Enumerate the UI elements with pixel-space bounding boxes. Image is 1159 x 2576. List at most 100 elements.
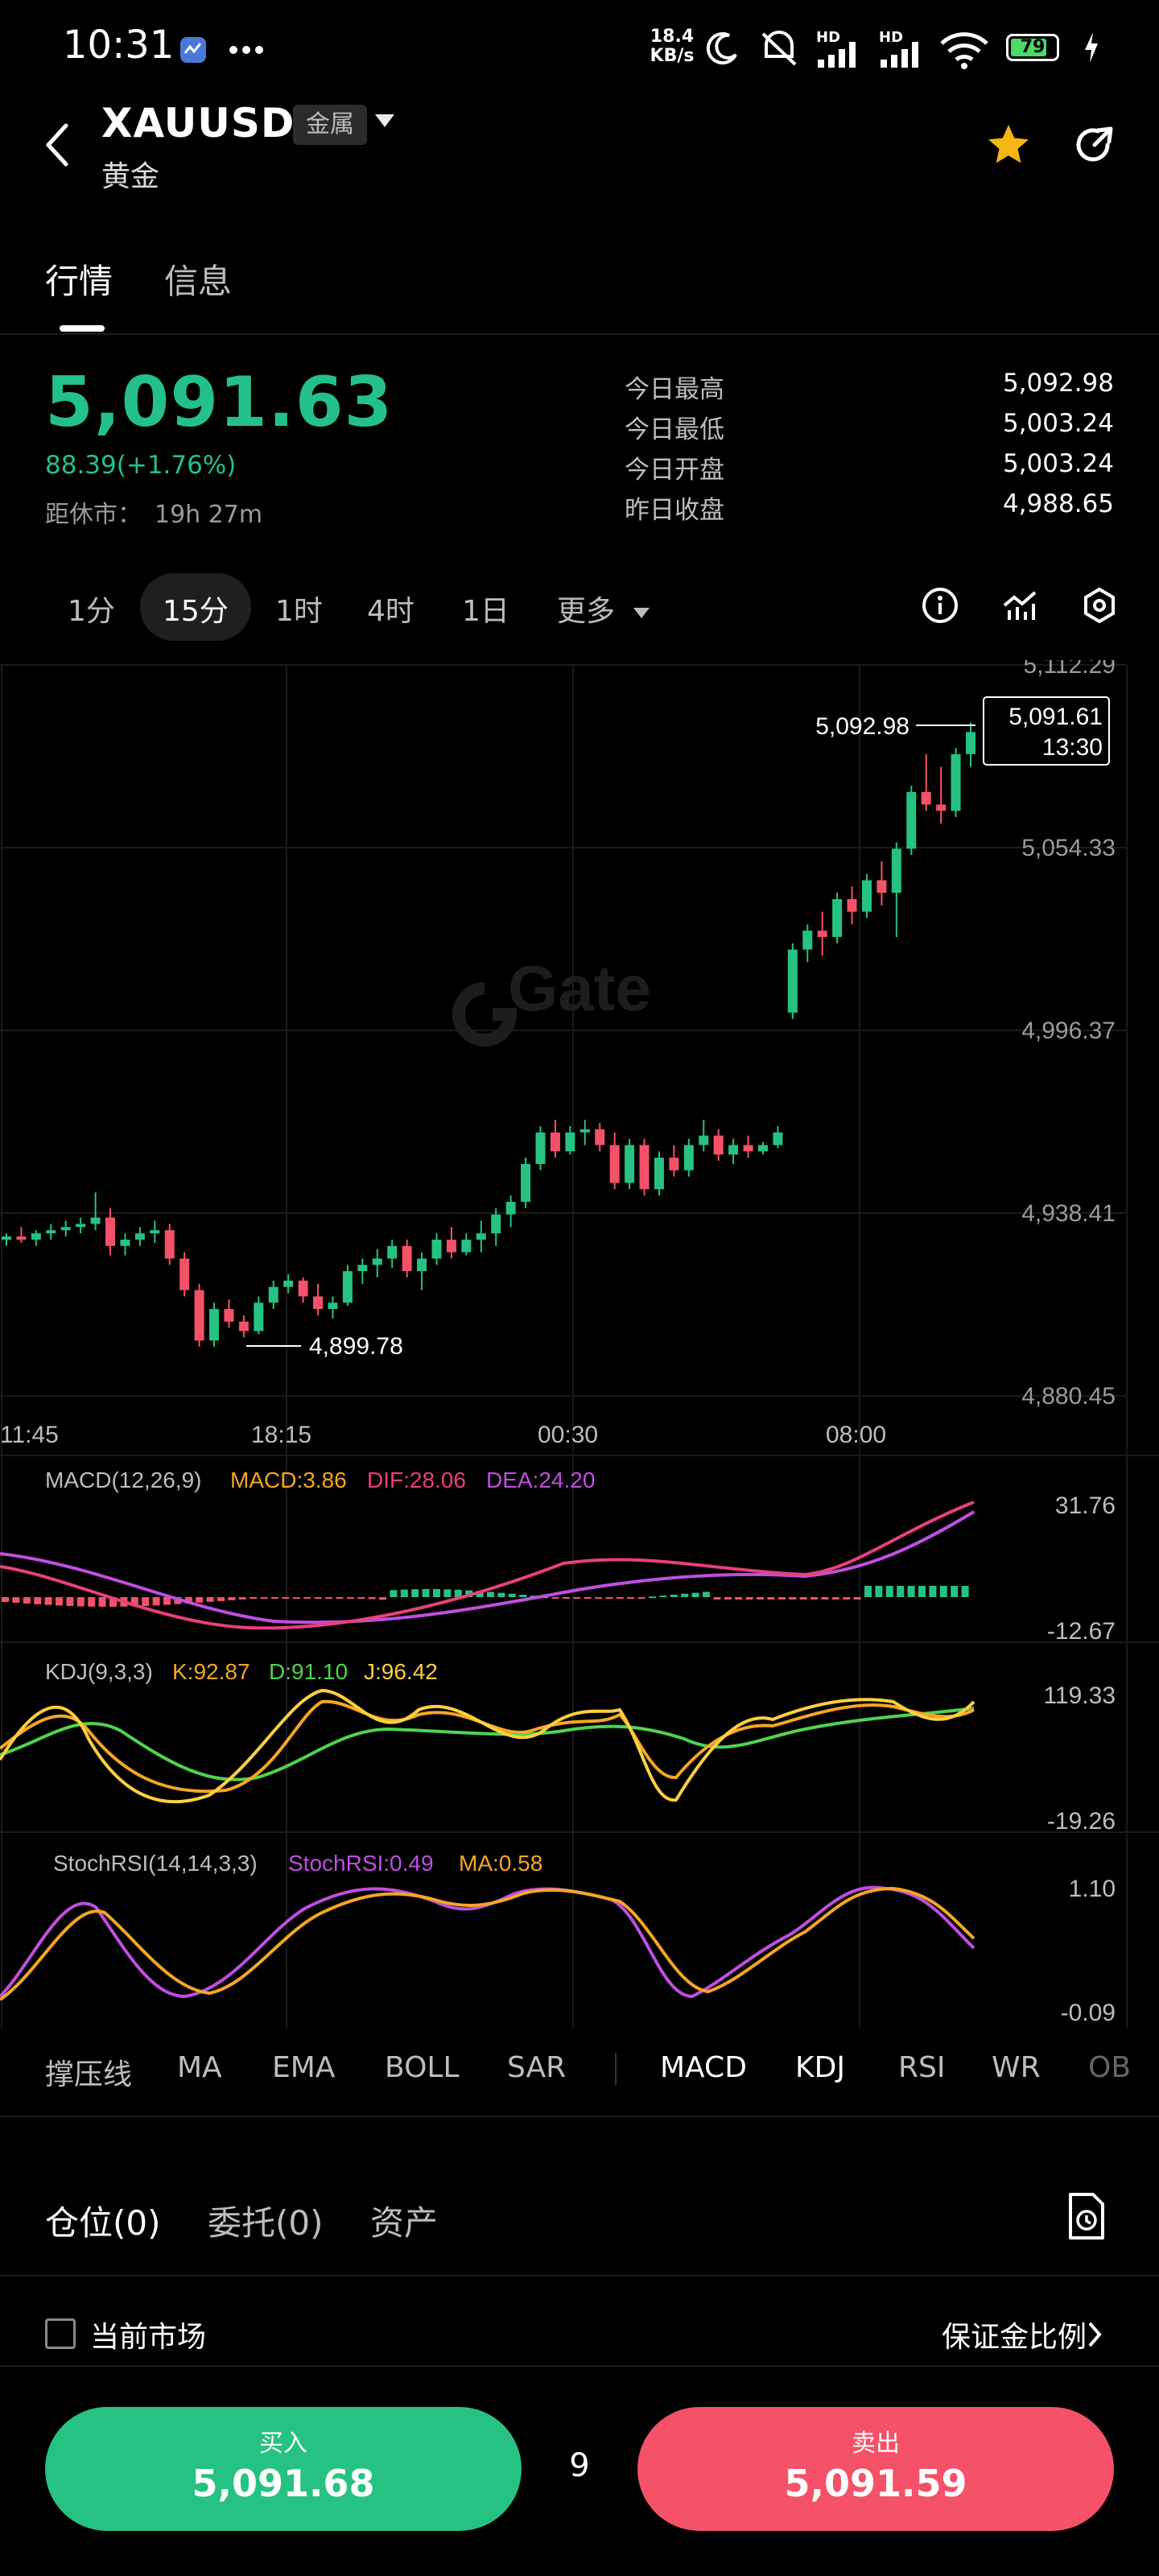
chart-grid: [0, 664, 1159, 2029]
kdj-d-line: [0, 1707, 975, 1781]
indicator-icon[interactable]: [996, 581, 1045, 630]
candle: [446, 1239, 456, 1253]
tab-market[interactable]: 行情: [45, 262, 113, 301]
candle: [283, 1280, 294, 1287]
candle: [743, 1145, 753, 1152]
back-icon[interactable]: [42, 121, 74, 169]
tab-assets[interactable]: 资产: [370, 2203, 439, 2243]
candle: [535, 1132, 546, 1164]
candle: [713, 1135, 724, 1155]
candle: [491, 1214, 501, 1234]
indicator-ma[interactable]: MA: [177, 2051, 222, 2084]
indicator-obv[interactable]: OB: [1088, 2051, 1132, 2084]
macd-bar: [951, 1586, 959, 1597]
time-axis-label: 18:15: [251, 1422, 311, 1448]
macd-bar: [66, 1597, 74, 1607]
macd-bar: [271, 1597, 278, 1599]
history-document-icon[interactable]: [1064, 2191, 1109, 2241]
time-axis-label: 08:00: [826, 1422, 886, 1448]
macd-bar: [12, 1597, 20, 1603]
macd-bar: [184, 1597, 192, 1604]
macd-title: MACD(12,26,9): [45, 1468, 202, 1492]
sell-button[interactable]: 卖出 5,091.59: [637, 2407, 1114, 2531]
macd-bar: [799, 1597, 807, 1600]
tab-info[interactable]: 信息: [164, 262, 233, 301]
candle: [209, 1309, 220, 1341]
stat-label-prev-close: 昨日收盘: [625, 496, 724, 525]
indicator-ema[interactable]: EMA: [272, 2051, 336, 2084]
candle: [757, 1145, 768, 1152]
macd-bar: [56, 1597, 63, 1606]
macd-bar: [508, 1593, 516, 1597]
candle: [402, 1245, 412, 1272]
macd-bar: [487, 1591, 494, 1597]
candle: [876, 880, 887, 894]
macd-bar: [88, 1597, 96, 1607]
share-icon[interactable]: [1070, 121, 1119, 169]
mute-icon: [761, 31, 797, 66]
candle: [461, 1239, 472, 1253]
interval-1m[interactable]: 1分: [68, 595, 115, 628]
price-change: 88.39(+1.76%): [45, 451, 237, 480]
macd-bar: [422, 1589, 430, 1597]
candle: [906, 791, 917, 849]
margin-ratio-link[interactable]: 保证金比例: [941, 2321, 1087, 2354]
interval-1d[interactable]: 1日: [462, 595, 509, 628]
kline-chart[interactable]: Gate 5,112.29 5,054.33 4,996.37 4,938.41 4,8…: [0, 660, 1159, 2029]
macd-dif-line: [0, 1501, 975, 1630]
indicator-rsi[interactable]: RSI: [898, 2051, 946, 2084]
indicator-sar[interactable]: SAR: [507, 2051, 567, 2084]
kdj-d: D:91.10: [269, 1659, 348, 1684]
stat-label-open: 今日开盘: [625, 456, 724, 485]
macd-bar: [821, 1597, 829, 1600]
macd-bar: [379, 1597, 386, 1600]
candle: [298, 1280, 308, 1297]
order-quantity[interactable]: 9: [569, 2447, 590, 2484]
macd-bar: [152, 1597, 160, 1606]
macd-bar: [713, 1597, 721, 1600]
candle: [787, 949, 798, 1013]
settings-icon[interactable]: [1075, 581, 1124, 630]
candle: [728, 1145, 739, 1155]
info-icon[interactable]: [916, 581, 964, 630]
macd-bar: [519, 1595, 527, 1597]
candle: [90, 1217, 101, 1224]
indicator-support[interactable]: 撑压线: [45, 2058, 133, 2091]
indicator-kdj[interactable]: KDJ: [795, 2051, 845, 2084]
indicator-wr[interactable]: WR: [992, 2051, 1041, 2084]
status-bar: 10:31 18.4 KB/s HD HD 79: [0, 0, 1159, 97]
candle: [46, 1230, 56, 1234]
macd-bar: [724, 1597, 732, 1600]
macd-bar: [551, 1597, 559, 1599]
macd-bar: [831, 1597, 839, 1600]
chevron-right-icon[interactable]: [1087, 2320, 1104, 2349]
candle: [832, 898, 843, 937]
candle: [550, 1132, 560, 1152]
interval-15m[interactable]: 15分: [163, 595, 229, 628]
kdj-j-line: [0, 1688, 975, 1804]
price-axis-label: 5,054.33: [1021, 835, 1116, 861]
interval-4h[interactable]: 4时: [367, 595, 415, 628]
tab-positions[interactable]: 仓位(0): [45, 2203, 161, 2243]
macd-bar: [303, 1597, 311, 1599]
tab-orders[interactable]: 委托(0): [208, 2203, 324, 2243]
macd-bar: [584, 1597, 592, 1599]
macd-bar: [757, 1597, 764, 1600]
axis-labels: 5,112.29 5,054.33 4,996.37 4,938.41 4,880.45…: [0, 660, 1116, 1448]
indicator-macd[interactable]: MACD: [660, 2051, 747, 2084]
stat-value-open: 5,003.24: [1002, 449, 1114, 478]
macd-dea: DEA:24.20: [486, 1468, 595, 1492]
candle: [936, 804, 947, 811]
candle: [802, 931, 813, 950]
star-icon[interactable]: [984, 121, 1033, 169]
symbol-dropdown-icon[interactable]: [375, 114, 394, 127]
indicator-boll[interactable]: BOLL: [385, 2051, 460, 2084]
current-market-checkbox[interactable]: [45, 2318, 76, 2349]
category-badge: 金属: [293, 105, 367, 145]
interval-more[interactable]: 更多: [557, 588, 650, 630]
buy-button[interactable]: 买入 5,091.68: [45, 2407, 522, 2531]
interval-1h[interactable]: 1时: [275, 595, 323, 628]
macd-bar: [605, 1597, 613, 1599]
macd-bar: [400, 1589, 408, 1597]
tab-underline: [60, 325, 105, 332]
